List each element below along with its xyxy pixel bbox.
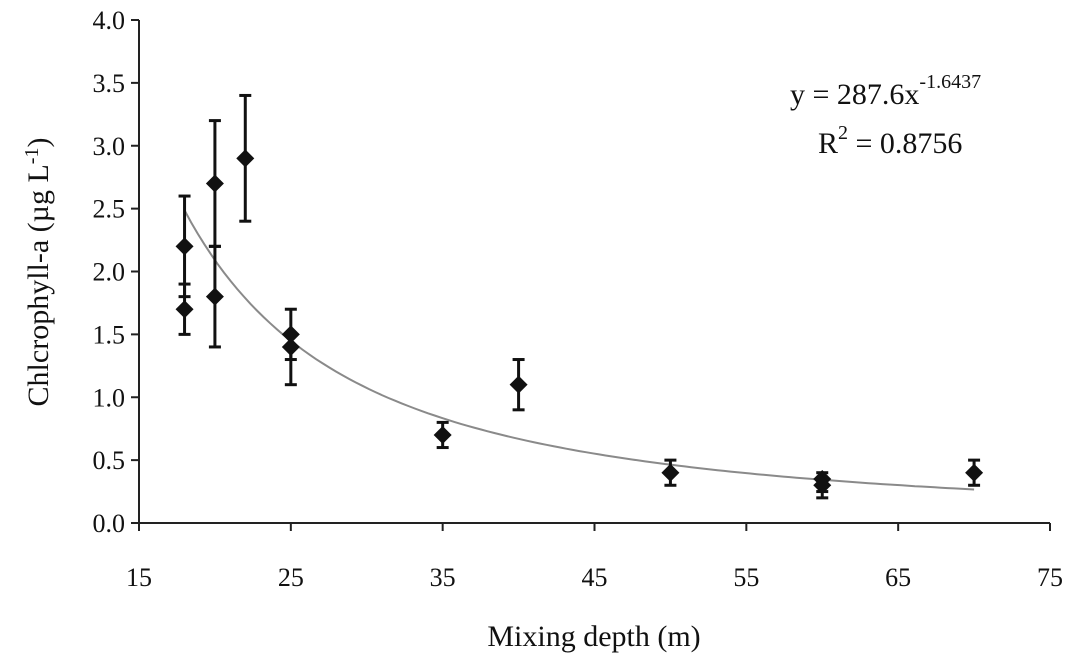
- data-point: [509, 375, 528, 394]
- svg-text:y = 287.6x-1.6437: y = 287.6x-1.6437: [790, 71, 981, 111]
- y-tick-label: 1.0: [93, 383, 126, 412]
- fit-curve-group: [183, 209, 975, 491]
- x-axis-title: Mixing depth (m): [487, 620, 700, 653]
- r2-value: = 0.8756: [848, 127, 962, 160]
- equation-exponent: -1.6437: [919, 71, 981, 93]
- data-point: [281, 325, 300, 344]
- data-point: [433, 425, 452, 444]
- svg-text:Chlcrophyll-a (µg L-1): Chlcrophyll-a (µg L-1): [21, 138, 55, 407]
- x-tick-label: 65: [885, 563, 911, 592]
- y-axis-title-sup: -1: [21, 148, 43, 165]
- svg-text:R2 = 0.8756: R2 = 0.8756: [818, 122, 962, 160]
- y-tick-label: 2.5: [93, 195, 126, 224]
- y-tick-label: 0.0: [93, 509, 126, 538]
- x-tick-label: 25: [278, 563, 304, 592]
- data-point: [205, 174, 224, 193]
- data-point: [661, 463, 680, 482]
- y-tick-label: 4.0: [93, 6, 126, 35]
- data-point: [175, 300, 194, 319]
- equation-text: y = 287.6x: [790, 78, 919, 111]
- y-tick-label: 3.5: [93, 69, 126, 98]
- fit-curve: [183, 209, 975, 491]
- x-ticks: 15 25 35 45 55 65 75: [126, 523, 1063, 592]
- fit-equation: y = 287.6x-1.6437 R2 = 0.8756: [790, 71, 981, 160]
- data-point: [205, 287, 224, 306]
- data-point: [965, 463, 984, 482]
- x-tick-label: 45: [582, 563, 608, 592]
- y-axis-title-close: ): [22, 138, 55, 148]
- x-tick-label: 35: [430, 563, 456, 592]
- x-tick-label: 55: [733, 563, 759, 592]
- x-tick-label: 75: [1037, 563, 1063, 592]
- y-tick-label: 0.5: [93, 446, 126, 475]
- y-axis-title-main: Chlcrophyll-a (µg L: [22, 164, 55, 406]
- r2-superscript: 2: [838, 122, 848, 144]
- y-tick-label: 1.5: [93, 320, 126, 349]
- y-ticks: 0.0 0.5 1.0 1.5 2.0 2.5 3.0 3.5 4.0: [93, 6, 139, 538]
- data-points: [175, 149, 984, 495]
- y-tick-label: 2.0: [93, 258, 126, 287]
- data-point: [175, 237, 194, 256]
- data-point: [281, 337, 300, 356]
- y-axis-title: Chlcrophyll-a (µg L-1): [21, 138, 55, 407]
- x-tick-label: 15: [126, 563, 152, 592]
- data-point: [236, 149, 255, 168]
- r2-label: R: [818, 127, 838, 160]
- data-point: [813, 476, 832, 495]
- y-tick-label: 3.0: [93, 132, 126, 161]
